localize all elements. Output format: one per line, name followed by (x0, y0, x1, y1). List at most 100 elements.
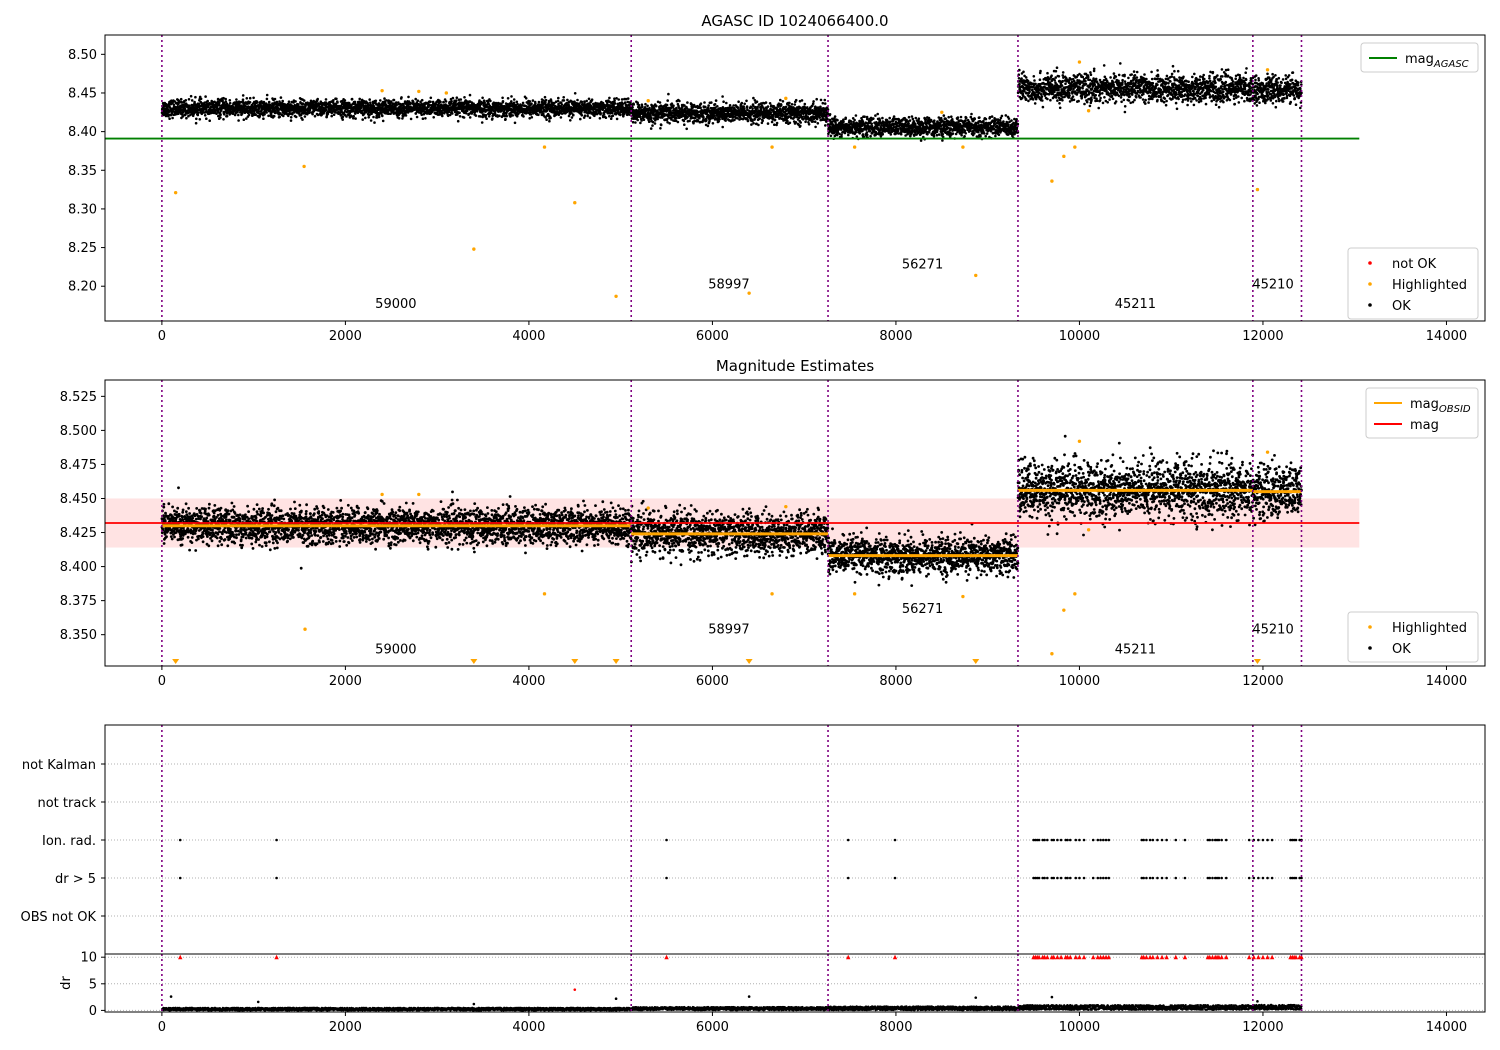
ok-point (624, 101, 627, 104)
ok-point (407, 96, 410, 99)
ok-point (529, 100, 532, 103)
ok-point (715, 99, 718, 102)
ok-point (610, 117, 613, 120)
ok-point (465, 112, 468, 115)
ok-point (450, 100, 453, 103)
ok-point (836, 119, 839, 122)
ok-point (252, 97, 255, 100)
ok-point (666, 104, 669, 107)
ok-point (290, 116, 293, 119)
ok-point (888, 117, 891, 120)
ok-point (295, 116, 298, 119)
ok-point (878, 124, 881, 127)
ok-point (619, 114, 622, 117)
ok-point (458, 112, 461, 115)
ok-point (705, 119, 708, 122)
ok-point (358, 98, 361, 101)
ok-point (379, 99, 382, 102)
ok-point (534, 102, 537, 105)
ok-point (659, 101, 662, 104)
ok-point (769, 102, 772, 105)
ok-point (185, 99, 188, 102)
ok-point (368, 98, 371, 101)
ok-point (752, 122, 755, 125)
ok-point (683, 120, 686, 123)
ok-point (818, 116, 821, 119)
ok-point (710, 101, 713, 104)
ok-point (643, 118, 646, 121)
ok-point (513, 102, 516, 105)
ok-point (288, 100, 291, 103)
ok-point (770, 111, 773, 114)
ok-point (724, 119, 727, 122)
ok-point (206, 100, 209, 103)
ok-point (405, 114, 408, 117)
ok-point (581, 101, 584, 104)
ok-point (193, 101, 196, 104)
ok-point (430, 97, 433, 100)
ok-point (850, 120, 853, 123)
ok-point (429, 101, 432, 104)
ok-point (330, 115, 333, 118)
ok-point (756, 100, 759, 103)
ok-point (644, 103, 647, 106)
ok-point (704, 106, 707, 109)
ok-point (382, 120, 385, 123)
ok-point (750, 123, 753, 126)
ok-point (229, 99, 232, 102)
ok-point (616, 118, 619, 121)
ok-point (452, 97, 455, 100)
ok-point (237, 119, 240, 122)
ok-point (767, 105, 770, 108)
ok-point (398, 117, 401, 120)
ok-point (648, 107, 651, 110)
ok-point (767, 122, 770, 125)
ok-point (561, 103, 564, 106)
ok-point (714, 103, 717, 106)
ok-point (513, 98, 516, 101)
ok-point (632, 103, 635, 106)
ok-point (266, 98, 269, 101)
ok-point (335, 98, 338, 101)
ok-point (469, 94, 472, 97)
ok-point (246, 97, 249, 100)
ok-point (542, 113, 545, 116)
ok-point (557, 100, 560, 103)
ok-point (737, 100, 740, 103)
ok-point (747, 120, 750, 123)
ok-point (893, 115, 896, 118)
ok-point (855, 114, 858, 117)
ok-point (505, 115, 508, 118)
ok-point (688, 120, 691, 123)
ok-point (168, 117, 171, 120)
ok-point (801, 99, 804, 102)
ok-point (745, 100, 748, 103)
ok-point (507, 97, 510, 100)
ok-point (814, 120, 817, 123)
ok-point (599, 112, 602, 115)
ok-point (641, 105, 644, 108)
ok-point (243, 118, 246, 121)
ok-point (683, 123, 686, 126)
ok-point (686, 101, 689, 104)
ok-point (834, 115, 837, 118)
ok-point (460, 98, 463, 101)
ok-point (703, 101, 706, 104)
ok-point (799, 125, 802, 128)
ok-point (302, 102, 305, 105)
ok-point (741, 102, 744, 105)
ok-point (870, 123, 873, 126)
ok-point (788, 102, 791, 105)
ok-point (608, 97, 611, 100)
ok-point (869, 135, 872, 138)
ok-point (451, 112, 454, 115)
ok-point (771, 121, 774, 124)
ok-point (488, 115, 491, 118)
ok-point (372, 116, 375, 119)
ok-point (712, 122, 715, 125)
ok-point (638, 104, 641, 107)
ok-point (352, 115, 355, 118)
ok-point (273, 115, 276, 118)
ok-point (817, 122, 820, 125)
ok-point (242, 98, 245, 101)
